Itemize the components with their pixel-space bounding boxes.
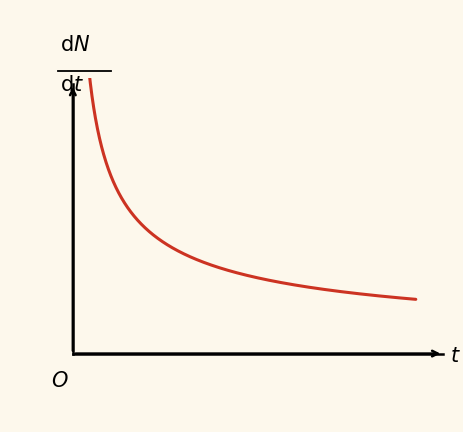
- Text: $\mathrm{d}\mathit{t}$: $\mathrm{d}\mathit{t}$: [60, 75, 84, 95]
- Text: $\mathrm{d}\mathit{N}$: $\mathrm{d}\mathit{N}$: [60, 35, 90, 55]
- Text: $O$: $O$: [51, 371, 69, 391]
- Text: $\mathit{t}$: $\mathit{t}$: [449, 346, 460, 365]
